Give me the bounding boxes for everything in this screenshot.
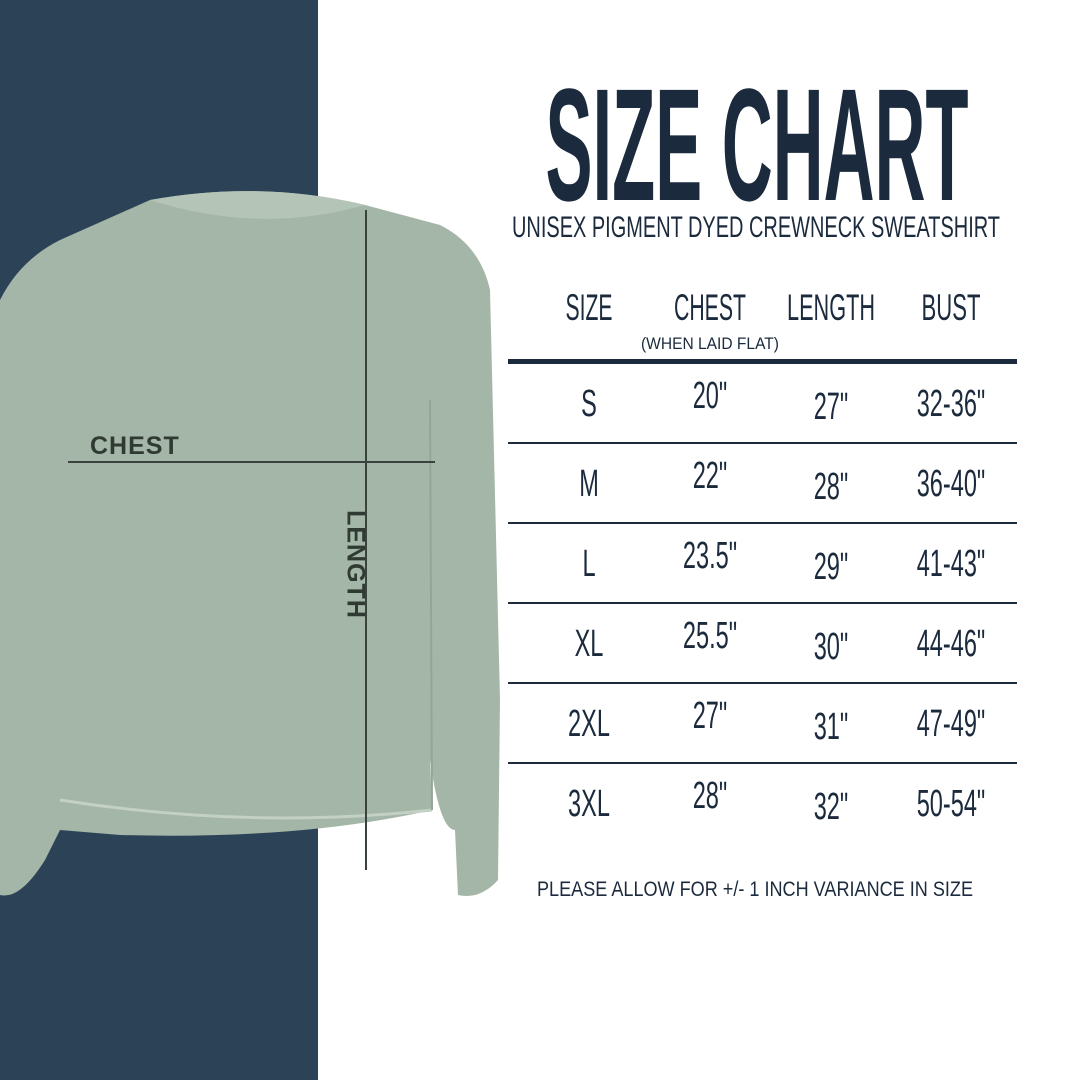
cell-chest: 25.5" [683, 615, 737, 657]
row-divider [508, 602, 1017, 604]
cell-bust: 41-43" [917, 543, 986, 585]
cell-chest: 23.5" [683, 535, 737, 577]
table-row: 2XL 27" 31" 47-49" [568, 695, 985, 748]
cell-length: 27" [814, 386, 849, 428]
cell-chest: 22" [693, 455, 728, 497]
cell-bust: 32-36" [917, 383, 986, 425]
variance-note: PLEASE ALLOW FOR +/- 1 INCH VARIANCE IN … [537, 878, 973, 901]
cell-chest: 27" [693, 695, 728, 737]
cell-size: 2XL [568, 703, 610, 745]
sweatshirt-illustration [0, 191, 500, 897]
cell-bust: 36-40" [917, 463, 986, 505]
page-title: SIZE CHART [546, 55, 969, 234]
sleeve-seam [429, 399, 433, 811]
cell-length: 31" [814, 706, 849, 748]
cell-size: M [579, 463, 599, 505]
header-chest: CHEST [674, 287, 746, 328]
row-divider [508, 442, 1017, 444]
row-divider [508, 762, 1017, 764]
cell-chest: 20" [693, 375, 728, 417]
cell-length: 32" [814, 786, 849, 828]
cell-chest: 28" [693, 775, 728, 817]
table-row: L 23.5" 29" 41-43" [582, 535, 985, 588]
cell-bust: 44-46" [917, 623, 986, 665]
cell-size: XL [575, 623, 604, 665]
cell-size: S [581, 383, 597, 425]
cell-bust: 50-54" [917, 783, 986, 825]
table-body: S 20" 27" 32-36" M 22" 28" 36-40" L 23.5" 29" 41-43… [568, 375, 985, 828]
row-divider [508, 522, 1017, 524]
header-divider [508, 359, 1017, 364]
product-subtitle: UNISEX PIGMENT DYED CREWNECK SWEATSHIRT [512, 211, 1000, 244]
cell-length: 30" [814, 626, 849, 668]
table-row: M 22" 28" 36-40" [579, 455, 985, 508]
row-divider [508, 682, 1017, 684]
header-size: SIZE [566, 287, 613, 328]
table-row: S 20" 27" 32-36" [581, 375, 985, 428]
chest-label: CHEST [90, 432, 180, 460]
sweatshirt-collar [150, 191, 365, 219]
sweatshirt-hem [59, 798, 433, 820]
sweatshirt-body [0, 191, 500, 897]
table-row: 3XL 28" 32" 50-54" [568, 775, 985, 828]
header-bust: BUST [922, 287, 981, 328]
cell-size: 3XL [568, 783, 610, 825]
header-length: LENGTH [787, 287, 875, 328]
cell-size: L [582, 543, 595, 585]
cell-bust: 47-49" [917, 703, 986, 745]
table-row: XL 25.5" 30" 44-46" [575, 615, 986, 668]
cell-length: 28" [814, 466, 849, 508]
cell-length: 29" [814, 546, 849, 588]
chest-note: (WHEN LAID FLAT) [641, 334, 779, 353]
